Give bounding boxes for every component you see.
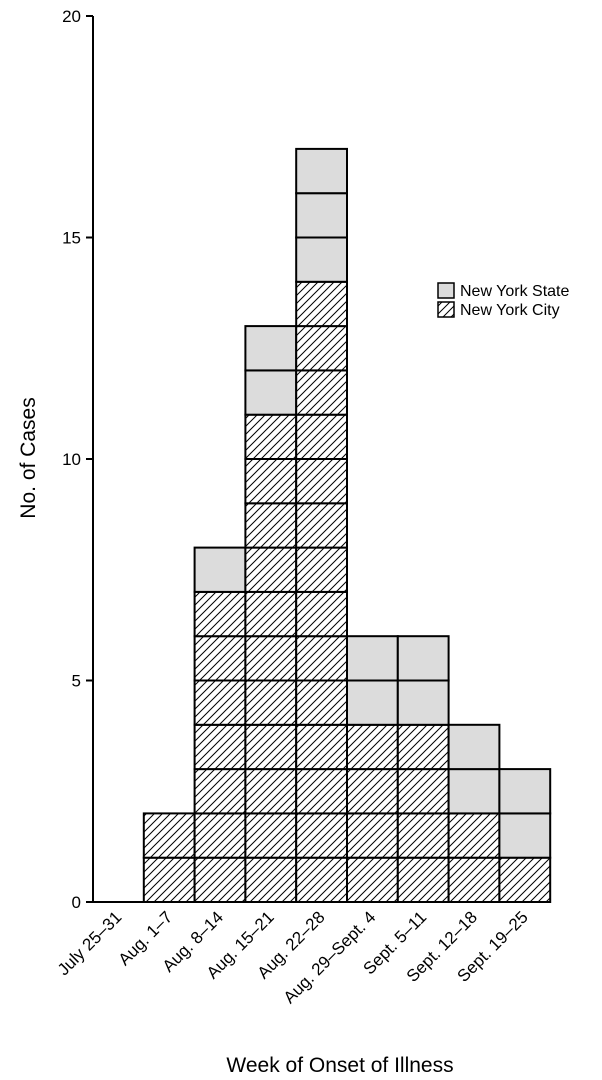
case-block [295,768,349,815]
case-block [193,723,247,771]
case-block [295,458,349,505]
case-block [295,147,349,195]
case-block [244,502,298,549]
case-block [244,413,298,461]
case-block [396,679,450,726]
case-block [447,723,501,771]
case-block [346,635,399,682]
case-block [193,856,247,904]
case-block [244,546,298,593]
case-block [498,856,552,904]
case-block [498,768,552,815]
legend-label: New York City [460,302,560,319]
case-block [396,856,450,904]
y-axis-title: No. of Cases [17,397,40,518]
case-block [447,812,501,859]
case-block [193,679,247,726]
case-block [295,812,349,859]
case-block [346,723,399,771]
case-block [295,546,349,593]
legend-label: New York State [460,283,570,300]
case-block [396,635,450,682]
case-block [295,590,349,638]
case-block [295,369,349,416]
y-tick-label: 5 [72,672,81,691]
legend: New York State New York City [437,282,570,319]
y-axis: 0 5 10 15 20 [62,7,94,912]
case-block [244,458,298,505]
x-tick-label: July 25–31 [54,908,126,980]
case-block [244,325,298,372]
case-block [498,812,552,859]
case-block [447,856,501,904]
case-block [295,280,349,328]
legend-swatch [437,282,455,299]
y-tick-label: 10 [62,450,81,469]
case-block [244,812,298,859]
case-block [346,856,399,904]
case-block [193,546,247,593]
case-block [295,325,349,372]
case-block [244,635,298,682]
case-block [295,723,349,771]
case-block [396,812,450,859]
case-block [244,679,298,726]
case-block [142,812,196,859]
case-block [295,635,349,682]
x-axis-title: Week of Onset of Illness [226,1054,453,1077]
case-block [244,856,298,904]
case-block [346,679,399,726]
case-block [295,502,349,549]
case-block [244,723,298,771]
case-block [244,768,298,815]
x-tick-label: Aug. 29–Sept. 4 [280,908,380,1008]
bars-group [142,147,552,904]
case-block [295,413,349,461]
case-block [346,812,399,859]
case-block [295,236,349,283]
legend-swatch [437,301,455,318]
case-block [447,768,501,815]
case-block [193,812,247,859]
case-block [346,768,399,815]
case-block [295,192,349,239]
case-block [396,723,450,771]
case-block [193,768,247,815]
case-block [244,590,298,638]
case-block [193,635,247,682]
case-block [295,679,349,726]
case-block [142,856,196,904]
case-block [244,369,298,416]
y-tick-label: 20 [62,7,81,26]
case-block [295,856,349,904]
case-block [396,768,450,815]
y-tick-label: 0 [72,893,81,912]
y-tick-label: 15 [62,229,81,248]
case-block [193,590,247,638]
